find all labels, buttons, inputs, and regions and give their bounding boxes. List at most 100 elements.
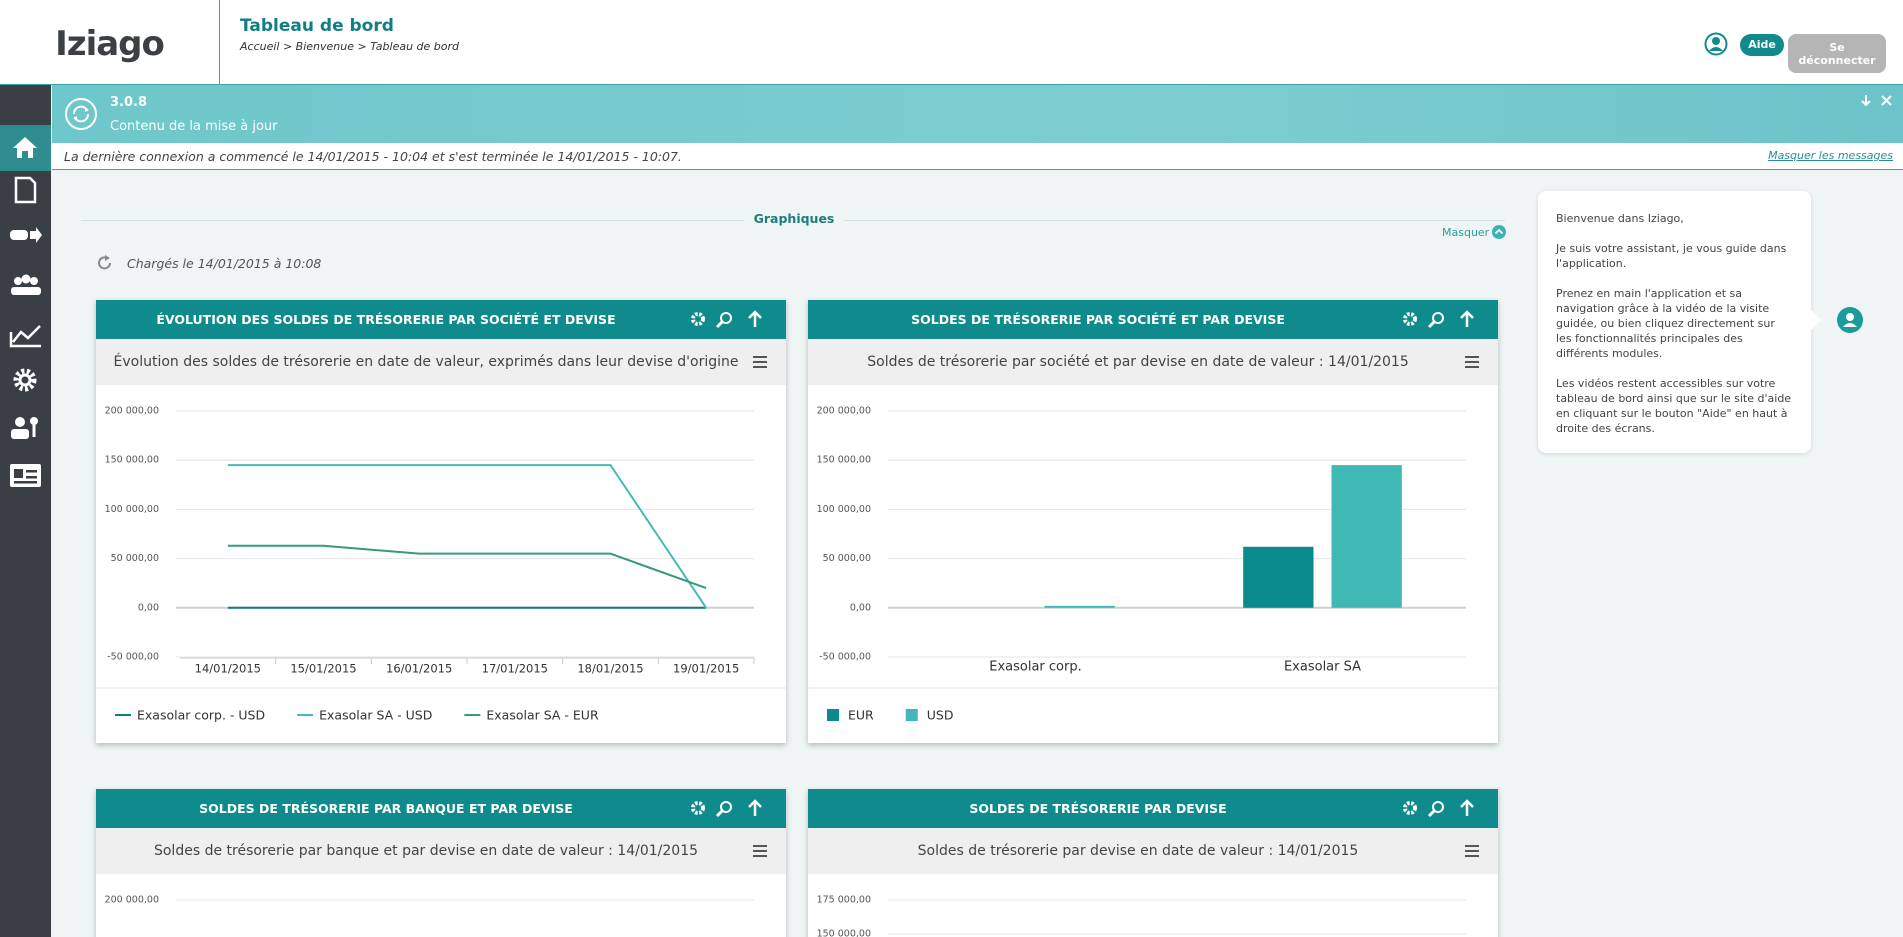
update-message[interactable]: Contenu de la mise à jour [110, 119, 278, 134]
user-icon[interactable] [1704, 32, 1728, 56]
legend-swatch [827, 709, 839, 721]
chart-tools[interactable] [686, 789, 776, 828]
x-tick-label: 18/01/2015 [577, 662, 643, 676]
settings-button[interactable] [691, 312, 705, 326]
hide-messages-link[interactable]: Masquer les messages [1768, 149, 1893, 162]
y-tick-label: 200 000,00 [817, 406, 871, 417]
y-tick-label: 50 000,00 [111, 553, 159, 564]
documents-icon[interactable] [14, 176, 37, 204]
y-tick-label: 100 000,00 [105, 504, 159, 515]
x-tick-label: 14/01/2015 [195, 662, 261, 676]
zoom-handle [715, 809, 724, 818]
y-tick-label: 150 000,00 [817, 929, 871, 937]
menu-bar [753, 855, 767, 857]
line-series [227, 464, 707, 609]
update-banner: 3.0.8 Contenu de la mise à jour [52, 85, 1903, 143]
menu-bar [753, 850, 767, 852]
chart-panel: SOLDES DE TRÉSORERIE PAR DEVISE Soldes de… [808, 789, 1498, 937]
admin-icon[interactable] [11, 417, 38, 439]
chart-plot: -50 000,00 0,00 50 000,00 100 000,00 150 000… [808, 406, 1498, 723]
reload-icon[interactable] [96, 254, 114, 272]
move-up-button[interactable] [748, 799, 762, 816]
section-title: Graphiques [744, 211, 844, 226]
line-series [227, 544, 707, 590]
menu-bar [1465, 366, 1479, 368]
cards-icon[interactable] [10, 464, 41, 487]
zoom-button[interactable] [1432, 312, 1444, 324]
chart-menu[interactable] [1464, 844, 1480, 858]
move-up-button[interactable] [748, 310, 762, 327]
chart-panel: ÉVOLUTION DES SOLDES DE TRÉSORERIE PAR S… [96, 300, 786, 743]
legend-label[interactable]: Exasolar corp. - USD [137, 708, 265, 723]
settings-icon[interactable] [13, 368, 37, 392]
charts-icon[interactable] [9, 325, 41, 348]
y-tick-label: -50 000,00 [107, 652, 159, 663]
chart-subtitle: Soldes de trésorerie par banque et par d… [96, 828, 786, 874]
header: Iziago Tableau de bord Accueil > Bienven… [0, 0, 1903, 85]
x-tick-label: Exasolar SA [1284, 660, 1361, 675]
sidebar [0, 85, 51, 937]
assistant-paragraph: Les vidéos restent accessibles sur votre… [1556, 377, 1792, 435]
transfers-icon[interactable] [10, 227, 42, 243]
menu-bar [753, 361, 767, 363]
logo[interactable]: Iziago [0, 0, 220, 84]
menu-bar [1465, 361, 1479, 363]
info-bar: La dernière connexion a commencé le 14/0… [52, 143, 1903, 170]
x-tick-label: 16/01/2015 [386, 662, 452, 676]
chart-title: ÉVOLUTION DES SOLDES DE TRÉSORERIE PAR S… [96, 300, 786, 339]
y-tick-label: 100 000,00 [817, 504, 871, 515]
y-tick-label: 50 000,00 [823, 553, 871, 564]
users-icon[interactable] [11, 274, 41, 296]
settings-button[interactable] [1403, 312, 1417, 326]
chart-tools[interactable] [686, 300, 776, 339]
menu-bar [1465, 850, 1479, 852]
assistant-avatar[interactable] [1810, 305, 1870, 335]
chart-menu[interactable] [752, 355, 768, 369]
loaded-time: Chargés le 14/01/2015 à 10:08 [127, 256, 322, 271]
move-up-button[interactable] [1460, 310, 1474, 327]
hide-charts[interactable]: Masquer [1442, 226, 1490, 239]
chart-plot: -50 000,00 0,00 50 000,00 100 000,00 150 000… [96, 406, 786, 723]
chart-title: SOLDES DE TRÉSORERIE PAR SOCIÉTÉ ET PAR … [808, 300, 1498, 339]
x-tick-label: 17/01/2015 [482, 662, 548, 676]
chart-tools[interactable] [1398, 300, 1488, 339]
update-icon [65, 98, 97, 130]
chart-menu[interactable] [1464, 355, 1480, 369]
legend-swatch [905, 709, 918, 721]
home-icon[interactable] [13, 137, 37, 158]
zoom-button[interactable] [720, 801, 732, 813]
legend-label[interactable]: Exasolar SA - EUR [486, 708, 599, 723]
x-tick-label: Exasolar corp. [989, 660, 1082, 675]
bar [1044, 605, 1115, 608]
zoom-button[interactable] [720, 312, 732, 324]
chart-menu[interactable] [752, 844, 768, 858]
settings-button[interactable] [691, 801, 705, 815]
y-tick-label: 0,00 [850, 602, 871, 613]
x-tick-label: 19/01/2015 [673, 662, 739, 676]
legend-label[interactable]: USD [927, 708, 954, 723]
zoom-handle [1427, 809, 1436, 818]
legend-label[interactable]: Exasolar SA - USD [319, 708, 432, 723]
y-tick-label: 175 000,00 [817, 895, 871, 906]
chart-subtitle: Évolution des soldes de trésorerie en da… [96, 339, 786, 385]
assistant-paragraph: Bienvenue dans Iziago, [1556, 212, 1684, 225]
legend-label[interactable]: EUR [848, 708, 874, 723]
zoom-button[interactable] [1432, 801, 1444, 813]
breadcrumb[interactable]: Accueil > Bienvenue > Tableau de bord [240, 40, 460, 53]
hide-charts-icon[interactable] [1492, 225, 1506, 239]
chart-plot: 175 000,00 150 000,00 [817, 895, 1466, 937]
assistant-paragraph: Prenez en main l'application et sa navig… [1556, 287, 1775, 360]
chart-tools[interactable] [1398, 789, 1488, 828]
settings-button[interactable] [1403, 801, 1417, 815]
logout-button[interactable]: Se déconnecter [1788, 34, 1886, 73]
banner-controls[interactable] [1860, 93, 1896, 109]
chart-subtitle: Soldes de trésorerie par société et par … [808, 339, 1498, 385]
move-up-button[interactable] [1460, 799, 1474, 816]
y-tick-label: -50 000,00 [819, 652, 871, 663]
help-button[interactable]: Aide [1740, 34, 1784, 56]
sidebar-icons [0, 125, 51, 487]
bar [1243, 546, 1314, 608]
y-tick-label: 200 000,00 [105, 406, 159, 417]
menu-bar [1465, 855, 1479, 857]
